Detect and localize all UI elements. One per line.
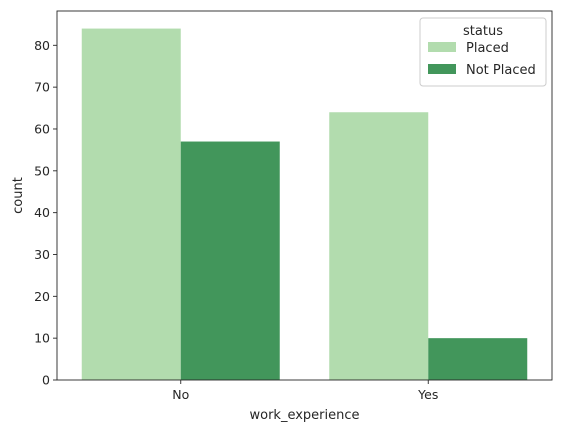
- y-axis-label: count: [11, 177, 26, 214]
- bars-layer: [81, 28, 528, 380]
- y-tick-label: 60: [34, 121, 50, 136]
- legend-items: Placed Not Placed: [428, 41, 536, 78]
- x-tick-label: Yes: [417, 387, 438, 402]
- x-axis-ticks: No Yes: [172, 380, 438, 402]
- bar-not-placed-yes: [428, 338, 528, 380]
- y-tick-label: 80: [34, 38, 50, 53]
- legend-label: Placed: [466, 41, 509, 56]
- bar-not-placed-no: [180, 141, 280, 380]
- y-tick-label: 20: [34, 289, 50, 304]
- plot-frame: [56, 10, 553, 381]
- legend-swatch: [428, 64, 456, 74]
- y-tick-label: 30: [34, 247, 50, 262]
- y-axis-ticks: 0 10 20 30 40 50 60 70 80: [34, 38, 57, 388]
- legend-swatch: [428, 42, 456, 52]
- legend-title: status: [463, 24, 503, 39]
- y-tick-label: 70: [34, 80, 50, 95]
- y-tick-label: 40: [34, 205, 50, 220]
- x-tick-label: No: [172, 387, 189, 402]
- bar-placed-no: [81, 28, 181, 380]
- bar-placed-yes: [329, 112, 429, 380]
- legend-label: Not Placed: [466, 63, 536, 78]
- y-tick-label: 50: [34, 163, 50, 178]
- x-axis-label: work_experience: [249, 408, 359, 423]
- legend: status Placed Not Placed: [419, 17, 547, 87]
- y-tick-label: 0: [42, 373, 50, 388]
- y-tick-label: 10: [34, 331, 50, 346]
